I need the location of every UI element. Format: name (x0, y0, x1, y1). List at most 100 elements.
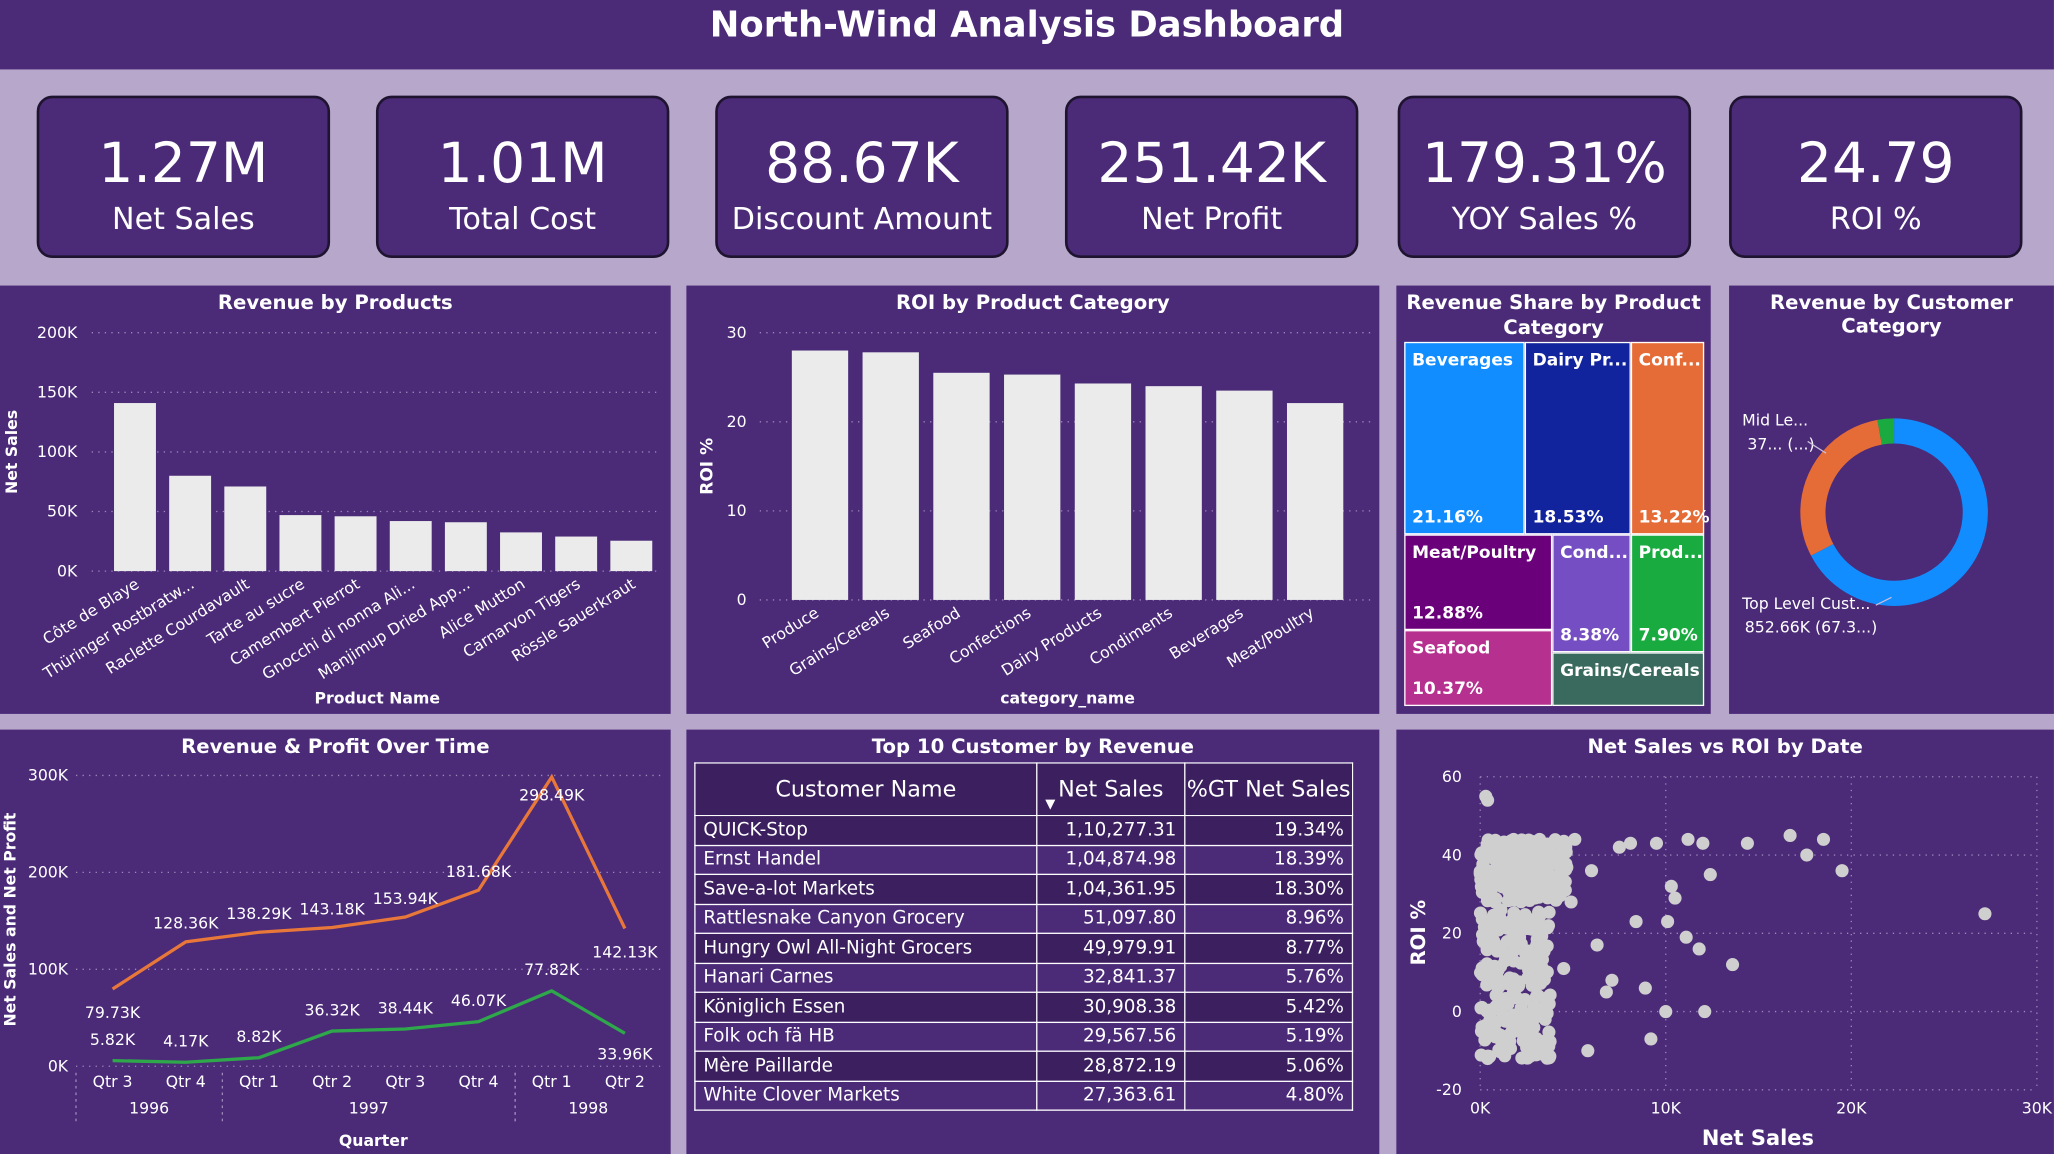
table-row[interactable]: Folk och fä HB 29,567.56 5.19% (694, 1021, 1354, 1052)
gt-net-sales-cell: 18.39% (1184, 844, 1354, 875)
roi-by-category-panel[interactable]: ROI by Product Category 0 10 20 30 Produce Gr… (686, 285, 1380, 714)
kpi-card-total-cost[interactable]: 1.01M Total Cost (375, 95, 670, 259)
kpi-card-discount-amount[interactable]: 88.67K Discount Amount (715, 95, 1009, 259)
scatter-point (1498, 1049, 1512, 1063)
customer-name-cell: QUICK-Stop (694, 814, 1038, 846)
customer-name-cell: Hanari Carnes (694, 962, 1038, 993)
scatter-point (1526, 886, 1540, 900)
gt-net-sales-cell: 19.34% (1184, 814, 1354, 846)
donut-slice (1800, 418, 1988, 606)
scatter-point (1783, 828, 1797, 843)
customer-name-cell: Rattlesnake Canyon Grocery (694, 903, 1038, 934)
treemap-tile-meat-poultry[interactable]: Meat/Poultry 12.88% (1404, 534, 1553, 631)
y-tick-label: 50K (47, 502, 78, 521)
table-row[interactable]: QUICK-Stop 1,10,277.31 19.34% (694, 814, 1354, 846)
scatter-point (1538, 1034, 1552, 1048)
scatter-point (1524, 916, 1538, 930)
column-header-customer-name[interactable]: Customer Name (694, 762, 1038, 817)
y-tick-label: 200K (37, 323, 78, 342)
treemap-tile-confections[interactable]: Conf... 13.22% (1630, 341, 1710, 535)
kpi-card-net-sales[interactable]: 1.27M Net Sales (36, 95, 331, 259)
bar (933, 372, 990, 600)
scatter-point (1679, 930, 1693, 944)
net-sales-roi-scatter: -20 0 20 40 60 0K 10K 20K 30K Net Sales ROI % (1407, 767, 2053, 1150)
kpi-card-roi[interactable]: 24.79 ROI % (1729, 95, 2023, 259)
scatter-point (1550, 869, 1565, 883)
net-sales-cell: 27,363.61 (1036, 1080, 1186, 1111)
treemap-tile-percent: 7.90% (1638, 626, 1698, 646)
gt-net-sales-cell: 8.77% (1184, 932, 1354, 964)
data-label: 36.32K (305, 1000, 361, 1019)
revenue-by-customer-category-panel[interactable]: Revenue by Customer Category Mid Le... 37… (1729, 285, 2054, 714)
bar (334, 516, 377, 572)
scatter-point (1526, 1013, 1540, 1027)
treemap-tile-condiments[interactable]: Cond... 8.38% (1552, 534, 1631, 653)
bar (1145, 386, 1202, 600)
scatter-point (1527, 1048, 1541, 1062)
data-label: 77.82K (524, 960, 580, 979)
net-sales-vs-roi-panel[interactable]: Net Sales vs ROI by Date -20 0 20 40 60 0K 10K… (1396, 729, 2054, 1154)
x-tick-label: Qtr 2 (312, 1072, 352, 1091)
kpi-label: YOY Sales % (1451, 203, 1637, 238)
bar (224, 486, 267, 572)
scatter-point (1491, 1029, 1505, 1043)
treemap-tile-label: Grains/Cereals (1560, 661, 1700, 682)
scatter-point (1661, 915, 1675, 929)
series-line (112, 989, 626, 1064)
y-tick-label: 20 (1442, 924, 1462, 943)
revenue-profit-over-time-panel[interactable]: Revenue & Profit Over Time 0K 100K 200K 300… (0, 729, 671, 1154)
revenue-share-treemap-panel[interactable]: Revenue Share by Product Category Bevera… (1396, 285, 1711, 714)
top-customers-panel[interactable]: Top 10 Customer by Revenue Customer Name… (686, 729, 1380, 1154)
y-tick-label: 60 (1442, 767, 1462, 786)
treemap-tile-beverages[interactable]: Beverages 21.16% (1404, 341, 1525, 535)
bar (610, 540, 653, 572)
table-row[interactable]: Save-a-lot Markets 1,04,361.95 18.30% (694, 873, 1354, 905)
scatter-point (1484, 976, 1498, 990)
chart-title: Revenue by Customer Category (1770, 290, 2013, 338)
scatter-point (1541, 890, 1555, 904)
column-header-net-sales[interactable]: Net Sales ▼ (1036, 762, 1186, 817)
table-row[interactable]: Mère Paillarde 28,872.19 5.06% (694, 1050, 1354, 1082)
data-label: 46.07K (451, 991, 507, 1010)
x-tick-label: Qtr 3 (385, 1072, 425, 1091)
x-tick-label: Qtr 1 (532, 1072, 572, 1091)
column-header-gt-net-sales[interactable]: %GT Net Sales (1184, 762, 1354, 817)
scatter-point (1612, 840, 1626, 854)
revenue-by-products-panel[interactable]: Revenue by Products 0K 50K 100K 150K 200K Côt… (0, 285, 671, 714)
table-row[interactable]: Rattlesnake Canyon Grocery 51,097.80 8.96% (694, 903, 1354, 934)
table-row[interactable]: Hungry Owl All-Night Grocers 49,979.91 8.7… (694, 932, 1354, 964)
customer-name-cell: Ernst Handel (694, 844, 1038, 875)
data-label: 298.49K (519, 786, 585, 805)
x-tick-label: 0K (1470, 1098, 1491, 1117)
scatter-point (1487, 1002, 1501, 1016)
x-tick-label: Qtr 3 (93, 1072, 133, 1091)
scatter-point (1485, 937, 1499, 951)
scatter-point (1481, 867, 1495, 881)
chart-title: ROI by Product Category (896, 290, 1170, 315)
bar (279, 515, 322, 572)
slice-value-label: 37... (...) (1747, 434, 1814, 453)
kpi-card-net-profit[interactable]: 251.42K Net Profit (1064, 95, 1359, 259)
bar (169, 475, 212, 572)
scatter-point (1584, 864, 1599, 878)
bar (555, 536, 598, 572)
table-row[interactable]: Hanari Carnes 32,841.37 5.76% (694, 962, 1354, 993)
series-line (111, 773, 627, 991)
treemap-tile-grains-cereals[interactable]: Grains/Cereals (1552, 652, 1705, 707)
table-row[interactable]: White Clover Markets 27,363.61 4.80% (694, 1080, 1354, 1111)
table-row[interactable]: Ernst Handel 1,04,874.98 18.39% (694, 844, 1354, 875)
scatter-point (1800, 848, 1814, 862)
scatter-point (1533, 832, 1547, 846)
kpi-card-yoy-sales[interactable]: 179.31% YOY Sales % (1397, 95, 1692, 259)
table-row[interactable]: Königlich Essen 30,908.38 5.42% (694, 991, 1354, 1023)
customer-name-cell: Save-a-lot Markets (694, 873, 1038, 905)
bar (114, 403, 156, 572)
treemap-tile-produce[interactable]: Prod... 7.90% (1630, 534, 1705, 653)
scatter-point (1664, 879, 1678, 893)
data-label: 38.44K (378, 998, 434, 1017)
treemap-tile-seafood[interactable]: Seafood 10.37% (1404, 630, 1553, 707)
gt-net-sales-cell: 4.80% (1184, 1080, 1354, 1111)
scatter-point (1564, 895, 1578, 909)
treemap-tile-dairy[interactable]: Dairy Pr... 18.53% (1524, 341, 1631, 535)
